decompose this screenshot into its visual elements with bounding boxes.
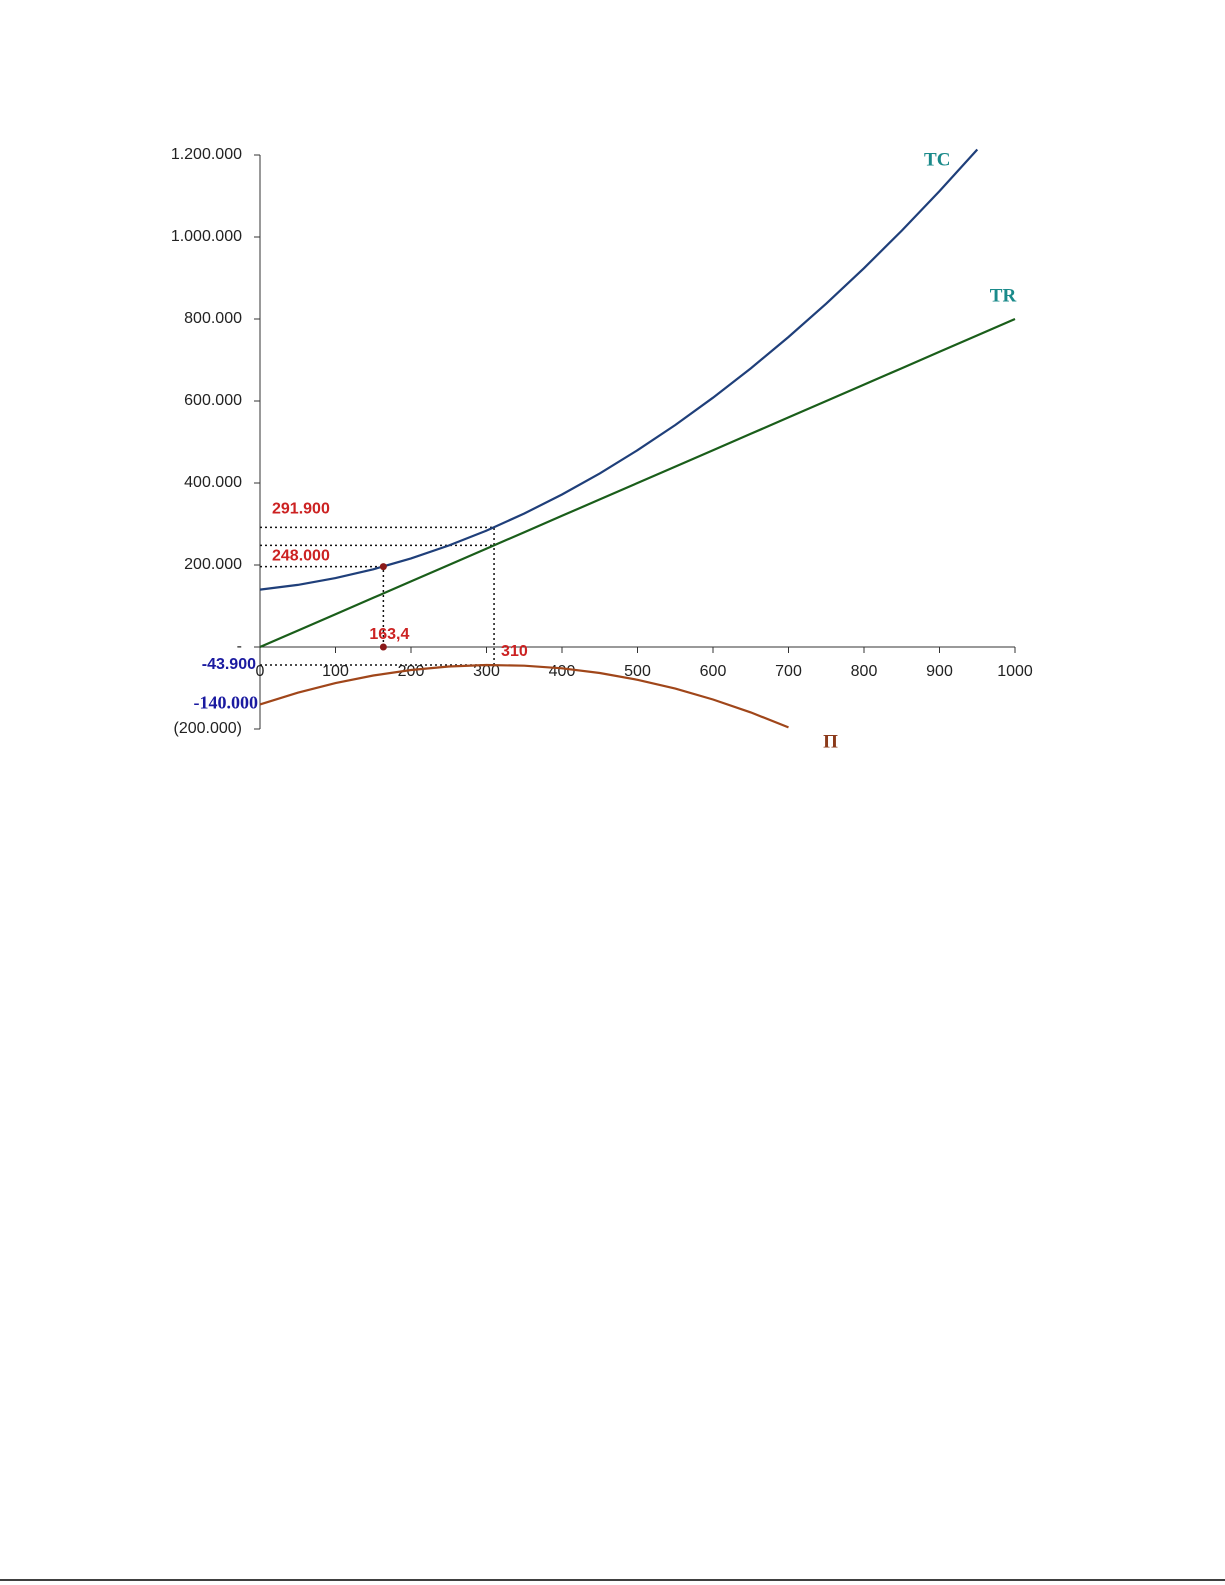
y-tick-label: 200.000 xyxy=(184,556,242,573)
annotation: 163,4 xyxy=(369,626,409,643)
annotation: 291.900 xyxy=(272,501,330,518)
x-tick-label: 500 xyxy=(624,663,651,680)
series-line xyxy=(259,148,979,591)
x-tick-label: 300 xyxy=(473,663,500,680)
annotation: 248.000 xyxy=(272,548,330,565)
annotation: 310 xyxy=(501,643,528,660)
x-tick-label: 100 xyxy=(322,663,349,680)
y-tick-label: - xyxy=(237,638,242,655)
y-tick-label: 600.000 xyxy=(184,392,242,409)
y-tick-label: 800.000 xyxy=(184,310,242,327)
y-tick-label: 400.000 xyxy=(184,474,242,491)
plot-area xyxy=(259,148,1016,729)
x-tick-label: 700 xyxy=(775,663,802,680)
x-tick-label: 0 xyxy=(256,663,265,680)
series-line xyxy=(259,663,789,729)
marker xyxy=(379,643,387,651)
series-label: TC xyxy=(924,149,950,170)
y-tick-label: 1.000.000 xyxy=(171,228,242,245)
annotation: -140.000 xyxy=(194,693,259,713)
marker xyxy=(379,563,387,571)
x-tick-label: 200 xyxy=(398,663,425,680)
y-tick-label: (200.000) xyxy=(174,720,243,737)
annotation: -43.900 xyxy=(202,656,256,673)
x-tick-label: 800 xyxy=(851,663,878,680)
series-label: TR xyxy=(990,285,1017,306)
x-tick-label: 600 xyxy=(700,663,727,680)
x-tick-label: 900 xyxy=(926,663,953,680)
x-tick-label: 400 xyxy=(549,663,576,680)
x-tick-label: 1000 xyxy=(997,663,1033,680)
y-tick-label: 1.200.000 xyxy=(171,146,242,163)
series-line xyxy=(259,317,1016,649)
series-label: Π xyxy=(823,732,838,753)
